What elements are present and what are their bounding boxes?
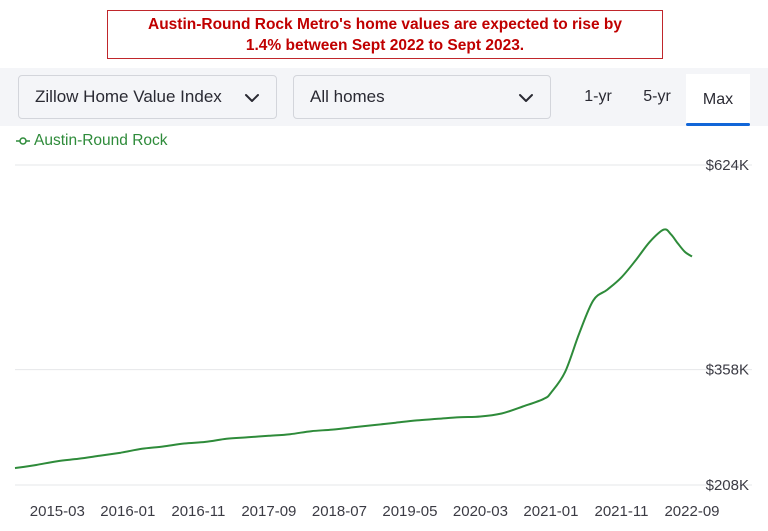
x-tick-label: 2018-07 bbox=[312, 503, 367, 520]
tab-5-yr[interactable]: 5-yr bbox=[643, 88, 671, 105]
legend-line-marker-icon bbox=[16, 137, 30, 145]
home-type-select[interactable]: All homes bbox=[293, 75, 551, 119]
x-tick-label: 2020-03 bbox=[453, 503, 508, 520]
chevron-down-icon bbox=[245, 94, 259, 102]
x-tick-label: 2021-01 bbox=[523, 503, 578, 520]
y-tick-label: $208K bbox=[706, 477, 749, 494]
chart-controls: Zillow Home Value Index All homes 1-yr 5… bbox=[0, 68, 768, 126]
legend-series-name: Austin-Round Rock bbox=[34, 132, 168, 149]
chart-legend[interactable]: Austin-Round Rock bbox=[16, 131, 168, 151]
chevron-down-icon bbox=[519, 94, 533, 102]
x-tick-label: 2016-01 bbox=[100, 503, 155, 520]
y-tick-label: $624K bbox=[706, 157, 749, 174]
tab-max[interactable]: Max bbox=[686, 74, 750, 126]
x-tick-label: 2016-11 bbox=[171, 503, 225, 520]
metric-select[interactable]: Zillow Home Value Index bbox=[18, 75, 277, 119]
y-tick-label: $358K bbox=[706, 362, 749, 379]
forecast-banner: Austin-Round Rock Metro's home values ar… bbox=[107, 10, 663, 59]
x-tick-label: 2021-11 bbox=[595, 503, 649, 520]
series-line-austin-round-rock[interactable] bbox=[14, 228, 693, 470]
home-type-select-value: All homes bbox=[310, 87, 385, 106]
banner-line-2: 1.4% between Sept 2022 to Sept 2023. bbox=[245, 37, 525, 54]
x-tick-label: 2022-09 bbox=[664, 503, 719, 520]
x-tick-label: 2015-03 bbox=[30, 503, 85, 520]
tab-1-yr[interactable]: 1-yr bbox=[584, 88, 612, 105]
metric-select-value: Zillow Home Value Index bbox=[35, 87, 222, 106]
banner-line-1: Austin-Round Rock Metro's home values ar… bbox=[148, 16, 622, 33]
x-tick-label: 2019-05 bbox=[382, 503, 437, 520]
x-tick-label: 2017-09 bbox=[241, 503, 296, 520]
